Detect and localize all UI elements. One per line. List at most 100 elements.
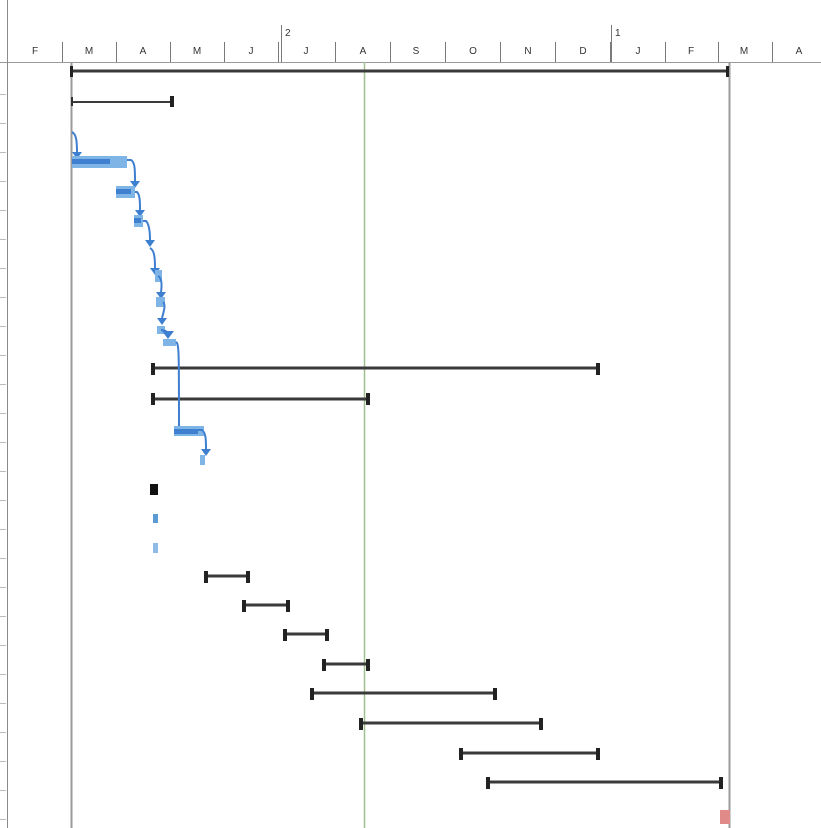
- task-bar-body[interactable]: [156, 297, 165, 307]
- row-gridline: [0, 123, 6, 124]
- row-gridline: [0, 587, 6, 588]
- month-tick: [224, 42, 225, 62]
- task-bar-small[interactable]: [153, 514, 158, 523]
- dependency-arrow: [145, 240, 155, 247]
- dependency-link: [143, 220, 151, 241]
- timescale-month-label: F: [31, 46, 39, 57]
- timescale-month-label: M: [739, 46, 749, 57]
- task-progress-bar: [174, 429, 198, 434]
- row-gridline: [0, 239, 6, 240]
- month-tick: [555, 42, 556, 62]
- summary-task-bar[interactable]: [71, 96, 174, 107]
- task-bar-body[interactable]: [200, 455, 205, 465]
- project-summary-bar[interactable]: [70, 66, 729, 77]
- summary-task-bar[interactable]: [151, 363, 600, 375]
- dependency-link: [135, 191, 141, 211]
- timescale-month-label: O: [469, 46, 477, 57]
- dependency-arrow: [162, 331, 174, 339]
- summary-task-bar[interactable]: [310, 688, 497, 700]
- summary-task-bar[interactable]: [204, 571, 250, 583]
- timescale-year-label: 2: [285, 28, 291, 39]
- row-gridline: [0, 413, 6, 414]
- row-gridline: [0, 558, 6, 559]
- month-tick: [335, 42, 336, 62]
- summary-task-bar[interactable]: [359, 718, 543, 730]
- row-gridline: [0, 326, 6, 327]
- timescale-bottom-tier: [0, 42, 821, 63]
- timescale-month-label: D: [579, 46, 587, 57]
- deadline-marker[interactable]: [720, 810, 730, 824]
- row-gridline: [0, 790, 6, 791]
- row-gridline: [0, 181, 6, 182]
- month-tick: [62, 42, 63, 62]
- dependency-link: [161, 301, 166, 319]
- summary-task-bar[interactable]: [151, 393, 370, 405]
- timescale-month-label: J: [303, 46, 309, 57]
- row-gridline: [0, 471, 6, 472]
- task-bar[interactable]: [157, 326, 176, 346]
- task-bar[interactable]: [71, 131, 127, 168]
- dependency-link: [198, 429, 207, 450]
- task-bar[interactable]: [134, 191, 145, 227]
- dependency-link: [127, 159, 136, 182]
- row-gridline: [0, 152, 6, 153]
- row-gridline: [0, 442, 6, 443]
- task-progress-bar: [116, 189, 131, 194]
- dependency-link: [149, 247, 156, 269]
- timescale-month-label: J: [635, 46, 641, 57]
- row-gridline: [0, 384, 6, 385]
- timescale-month-label: A: [795, 46, 803, 57]
- dependency-arrow: [201, 449, 211, 456]
- grid-left-border: [7, 0, 8, 828]
- dependency-link: [71, 131, 78, 153]
- month-tick: [718, 42, 719, 62]
- task-bar[interactable]: [155, 270, 167, 325]
- task-bar-body[interactable]: [163, 339, 176, 346]
- row-gridline: [0, 268, 6, 269]
- timescale-month-label: M: [84, 46, 94, 57]
- row-gridline: [0, 732, 6, 733]
- row-gridline: [0, 500, 6, 501]
- summary-task-bar[interactable]: [459, 748, 600, 760]
- month-tick: [610, 42, 611, 62]
- timescale-month-label: J: [248, 46, 254, 57]
- row-gridline: [0, 297, 6, 298]
- task-bar-small[interactable]: [153, 543, 158, 553]
- dependency-arrow: [130, 181, 140, 188]
- summary-task-bar[interactable]: [242, 600, 290, 612]
- summary-task-bar[interactable]: [322, 659, 370, 671]
- row-gridline: [0, 819, 6, 820]
- task-bar[interactable]: [174, 341, 211, 465]
- timescale-year-label: 1: [615, 28, 621, 39]
- year-divider: [281, 25, 282, 62]
- row-gridline: [0, 210, 6, 211]
- summary-task-bar[interactable]: [486, 777, 723, 789]
- timescale-month-label: S: [412, 46, 420, 57]
- timescale-month-label: F: [687, 46, 695, 57]
- timescale-month-label: A: [359, 46, 367, 57]
- timescale-month-label: M: [192, 46, 202, 57]
- month-tick: [116, 42, 117, 62]
- task-bar[interactable]: [143, 220, 160, 275]
- task-bar[interactable]: [116, 159, 140, 198]
- row-gridline: [0, 529, 6, 530]
- milestone-marker[interactable]: [150, 484, 158, 495]
- timescale-top-tier: [0, 0, 821, 42]
- row-gridline: [0, 355, 6, 356]
- row-gridline: [0, 674, 6, 675]
- dependency-arrow: [156, 292, 166, 299]
- month-tick: [278, 42, 279, 62]
- month-tick: [772, 42, 773, 62]
- dependency-arrow: [72, 152, 82, 159]
- summary-task-bar[interactable]: [283, 629, 329, 641]
- year-divider: [611, 25, 612, 62]
- task-progress-bar: [134, 218, 141, 223]
- timescale-month-label: N: [524, 46, 532, 57]
- row-gridline: [0, 94, 6, 95]
- month-tick: [390, 42, 391, 62]
- row-gridline: [0, 645, 6, 646]
- task-progress-bar: [72, 159, 110, 164]
- dependency-link: [175, 341, 180, 429]
